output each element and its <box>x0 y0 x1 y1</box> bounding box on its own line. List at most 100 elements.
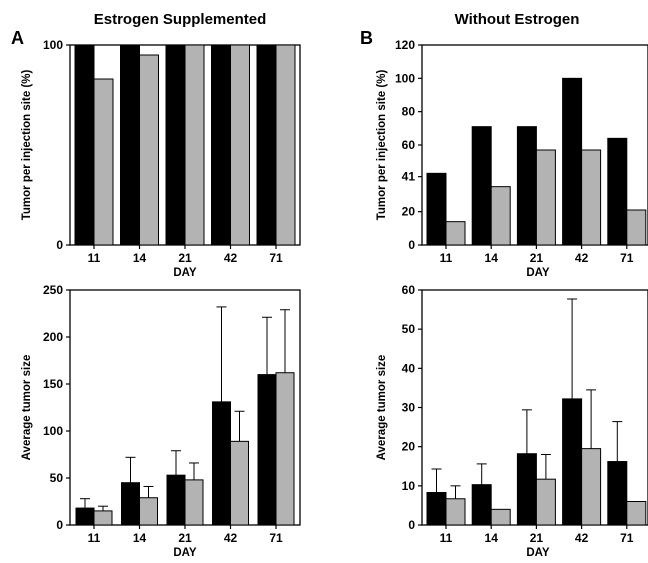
x-tick-label-11: 11 <box>440 251 453 265</box>
y-tick-label: 0 <box>408 238 415 252</box>
y-axis-label: Average tumor size <box>376 355 388 461</box>
bar-series1-day-71 <box>256 44 277 246</box>
y-tick-label: 100 <box>43 424 63 438</box>
bar-series1-day-21 <box>166 474 186 526</box>
bar-series1-day-11 <box>426 491 447 526</box>
x-tick-label-42: 42 <box>224 251 238 265</box>
bar-series2-day-14 <box>490 508 511 526</box>
panel-letter-a: A <box>11 28 24 48</box>
bar-series2-day-71 <box>626 501 647 526</box>
x-axis-label: DAY <box>173 547 197 559</box>
y-tick-label: 50 <box>50 471 64 485</box>
panel-letter-b: B <box>360 28 373 48</box>
y-tick-label: 20 <box>402 205 416 219</box>
x-tick-label-71: 71 <box>269 251 283 265</box>
x-tick-label-21: 21 <box>530 531 544 545</box>
bar-series1-day-71 <box>607 461 628 526</box>
column-title-estrogen-supplemented: Estrogen Supplemented <box>94 11 267 28</box>
y-tick-label: 60 <box>402 138 416 152</box>
y-tick-label: 200 <box>43 330 63 344</box>
bar-series2-day-71 <box>626 209 647 246</box>
y-tick-label: 250 <box>43 283 63 297</box>
y-tick-label: 30 <box>402 401 416 415</box>
bar-series2-day-42 <box>581 448 602 526</box>
y-tick-label: 20 <box>402 440 416 454</box>
bar-series1-day-42 <box>212 401 231 526</box>
column-title-without-estrogen: Without Estrogen <box>455 11 580 28</box>
y-tick-label: 60 <box>402 283 416 297</box>
bar-series2-day-11 <box>445 498 466 526</box>
bar-series1-day-42 <box>211 44 231 246</box>
bar-series1-day-11 <box>74 44 95 246</box>
bar-series2-day-14 <box>490 186 511 246</box>
x-tick-label-71: 71 <box>620 251 634 265</box>
y-tick-label: 0 <box>56 518 63 532</box>
y-axis-label: Tumor per injection site (%) <box>21 70 33 221</box>
y-tick-label: 150 <box>43 377 63 391</box>
x-axis-label: DAY <box>526 547 550 559</box>
x-tick-label-42: 42 <box>575 531 589 545</box>
y-tick-label: 100 <box>43 38 63 52</box>
x-tick-label-14: 14 <box>485 531 499 545</box>
x-tick-label-71: 71 <box>269 531 283 545</box>
x-axis-label: DAY <box>526 267 550 279</box>
chart-a-bottom: 0 50 100 150 200 250 Average tumor size 11 14 21 4… <box>21 283 301 559</box>
bar-series1-day-71 <box>607 137 628 246</box>
x-tick-label-14: 14 <box>133 531 147 545</box>
y-tick-label: 10 <box>402 479 416 493</box>
x-axis-label: DAY <box>173 267 197 279</box>
x-tick-label-21: 21 <box>178 251 192 265</box>
bar-series2-day-21 <box>535 149 556 246</box>
bar-series2-day-11 <box>93 78 114 246</box>
x-tick-label-42: 42 <box>224 531 238 545</box>
bar-series1-day-21 <box>516 126 537 246</box>
y-tick-label: 40 <box>402 361 416 375</box>
x-tick-label-11: 11 <box>440 531 453 545</box>
y-tick-label: 100 <box>395 71 415 85</box>
bar-series2-day-14 <box>139 54 159 246</box>
y-tick-label: 80 <box>402 105 416 119</box>
bar-series1-day-42 <box>562 77 583 246</box>
x-tick-label-14: 14 <box>133 251 147 265</box>
bar-series2-day-71 <box>275 44 296 246</box>
x-tick-label-14: 14 <box>485 251 499 265</box>
bar-series1-day-11 <box>75 507 95 526</box>
y-tick-label: 0 <box>408 518 415 532</box>
bar-series2-day-42 <box>581 149 602 246</box>
x-tick-label-21: 21 <box>530 251 544 265</box>
bar-series1-day-71 <box>257 374 277 526</box>
bar-series1-day-14 <box>121 482 140 526</box>
x-tick-label-11: 11 <box>88 251 101 265</box>
bar-series1-day-42 <box>562 398 583 526</box>
bar-series2-day-21 <box>535 478 556 526</box>
y-tick-label: 50 <box>402 322 416 336</box>
y-tick-label: 41 <box>402 170 416 184</box>
x-tick-label-71: 71 <box>620 531 634 545</box>
y-axis-label: Average tumor size <box>21 355 33 461</box>
bar-series2-day-42 <box>230 440 249 526</box>
chart-b-top: 0 20 41 60 80 100 120 Tumor per injection site … <box>376 38 648 279</box>
chart-a-top: 0 100 Tumor per injection site (%) 11 14 21 42… <box>21 38 301 279</box>
bar-series1-day-14 <box>471 126 492 246</box>
bar-series2-day-21 <box>184 479 204 526</box>
bar-series1-day-21 <box>165 44 186 246</box>
y-axis-label: Tumor per injection site (%) <box>376 70 388 221</box>
bar-series2-day-11 <box>93 510 113 526</box>
x-tick-label-11: 11 <box>88 531 101 545</box>
bar-series1-day-11 <box>426 172 447 246</box>
bar-series2-day-21 <box>184 44 205 246</box>
y-tick-label: 0 <box>56 238 63 252</box>
chart-b-bottom: 0 10 20 30 40 50 60 Average tumor size 11 14 21 42 7… <box>376 283 648 559</box>
bar-series2-day-71 <box>275 372 295 526</box>
bar-series1-day-14 <box>471 484 492 526</box>
y-tick-label: 120 <box>395 38 415 52</box>
bar-series1-day-21 <box>516 453 537 526</box>
bar-series2-day-14 <box>139 497 158 526</box>
x-tick-label-21: 21 <box>178 531 192 545</box>
x-tick-label-42: 42 <box>575 251 589 265</box>
bar-series2-day-11 <box>445 221 466 246</box>
bar-series2-day-42 <box>230 44 250 246</box>
bar-series1-day-14 <box>120 44 140 246</box>
